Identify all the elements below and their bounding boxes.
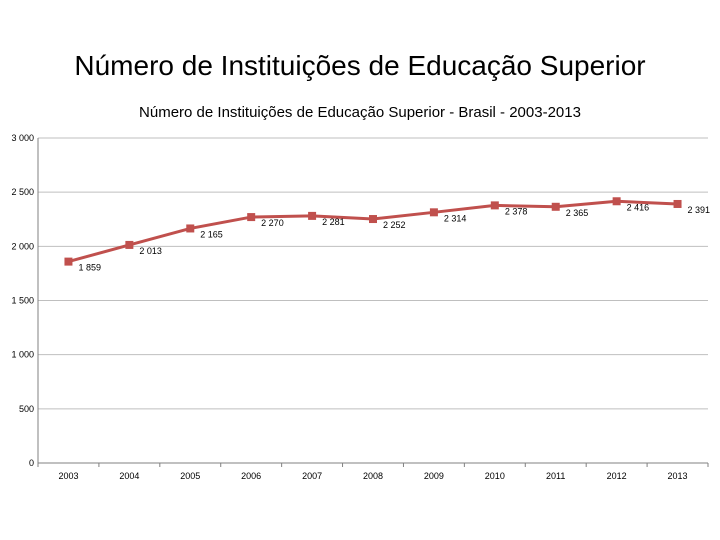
data-label: 2 391 <box>688 205 711 215</box>
chart-title: Número de Instituições de Educação Super… <box>139 104 581 121</box>
data-label: 2 013 <box>139 246 162 256</box>
data-label: 2 365 <box>566 208 589 218</box>
data-point <box>308 211 317 220</box>
y-tick-label: 1 000 <box>11 350 34 360</box>
x-tick-label: 2009 <box>424 471 444 481</box>
data-point <box>551 202 560 211</box>
x-tick-label: 2011 <box>546 471 565 481</box>
data-point <box>490 201 499 210</box>
data-label: 2 252 <box>383 220 406 230</box>
data-label: 1 859 <box>78 263 101 273</box>
y-tick-label: 1 500 <box>11 296 34 306</box>
data-point <box>369 215 377 224</box>
y-tick-label: 3 000 <box>11 133 34 143</box>
data-label: 2 416 <box>627 202 650 212</box>
data-point <box>186 224 195 233</box>
slide-title: Número de Instituições de Educação Super… <box>74 50 646 81</box>
x-tick-label: 2013 <box>668 471 688 481</box>
data-point <box>247 213 256 222</box>
data-point <box>64 257 73 266</box>
data-point <box>125 240 134 249</box>
x-tick-label: 2010 <box>485 471 505 481</box>
x-tick-label: 2003 <box>58 471 78 481</box>
y-tick-label: 0 <box>29 458 34 468</box>
data-label: 2 165 <box>200 229 223 239</box>
data-point <box>673 199 682 208</box>
x-tick-label: 2004 <box>119 471 139 481</box>
data-label: 2 281 <box>322 217 345 227</box>
data-label: 2 270 <box>261 218 284 228</box>
data-label: 2 314 <box>444 213 467 223</box>
data-point <box>429 208 438 217</box>
data-point <box>612 197 621 206</box>
x-tick-label: 2012 <box>607 471 627 481</box>
x-tick-label: 2006 <box>241 471 261 481</box>
x-tick-label: 2007 <box>302 471 322 481</box>
y-tick-label: 500 <box>19 404 34 414</box>
data-label: 2 378 <box>505 206 528 216</box>
x-tick-label: 2005 <box>180 471 200 481</box>
x-tick-label: 2008 <box>363 471 383 481</box>
y-tick-label: 2 000 <box>11 241 34 251</box>
y-tick-label: 2 500 <box>11 187 34 197</box>
